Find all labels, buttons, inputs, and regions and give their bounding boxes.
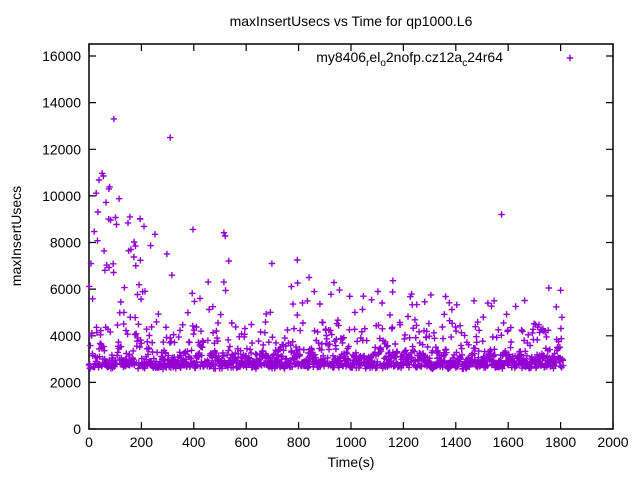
legend-marker-icon — [566, 54, 574, 62]
x-tick-label: 400 — [182, 434, 206, 450]
x-tick-label: 2000 — [597, 434, 628, 450]
y-tick-label: 4000 — [50, 328, 81, 344]
y-tick-label: 12000 — [42, 141, 81, 157]
axis-ticks — [88, 44, 614, 430]
chart-title: maxInsertUsecs vs Time for qp1000.L6 — [229, 13, 473, 29]
y-tick-label: 8000 — [50, 235, 81, 251]
scatter-points — [85, 115, 567, 373]
y-axis-title: maxInsertUsecs — [8, 185, 24, 287]
y-tick-label: 14000 — [42, 95, 81, 111]
x-tick-label: 1400 — [440, 434, 471, 450]
plot-border — [88, 43, 614, 430]
x-tick-label: 0 — [85, 434, 93, 450]
x-tick-label: 600 — [235, 434, 259, 450]
legend-entry: my8406relo2nofp.cz12ac24r64 — [316, 49, 503, 69]
x-tick-label: 1000 — [335, 434, 366, 450]
x-tick-label: 1800 — [545, 434, 576, 450]
x-tick-label: 800 — [287, 434, 311, 450]
y-tick-label: 6000 — [50, 281, 81, 297]
x-tick-label: 1600 — [493, 434, 524, 450]
y-tick-label: 10000 — [42, 188, 81, 204]
y-tick-label: 0 — [73, 421, 81, 437]
legend-label: my8406relo2nofp.cz12ac24r64 — [316, 49, 503, 69]
x-tick-label: 1200 — [388, 434, 419, 450]
x-axis-title: Time(s) — [327, 454, 375, 470]
x-tick-label: 200 — [130, 434, 154, 450]
y-tick-label: 2000 — [50, 374, 81, 390]
y-tick-label: 16000 — [42, 48, 81, 64]
